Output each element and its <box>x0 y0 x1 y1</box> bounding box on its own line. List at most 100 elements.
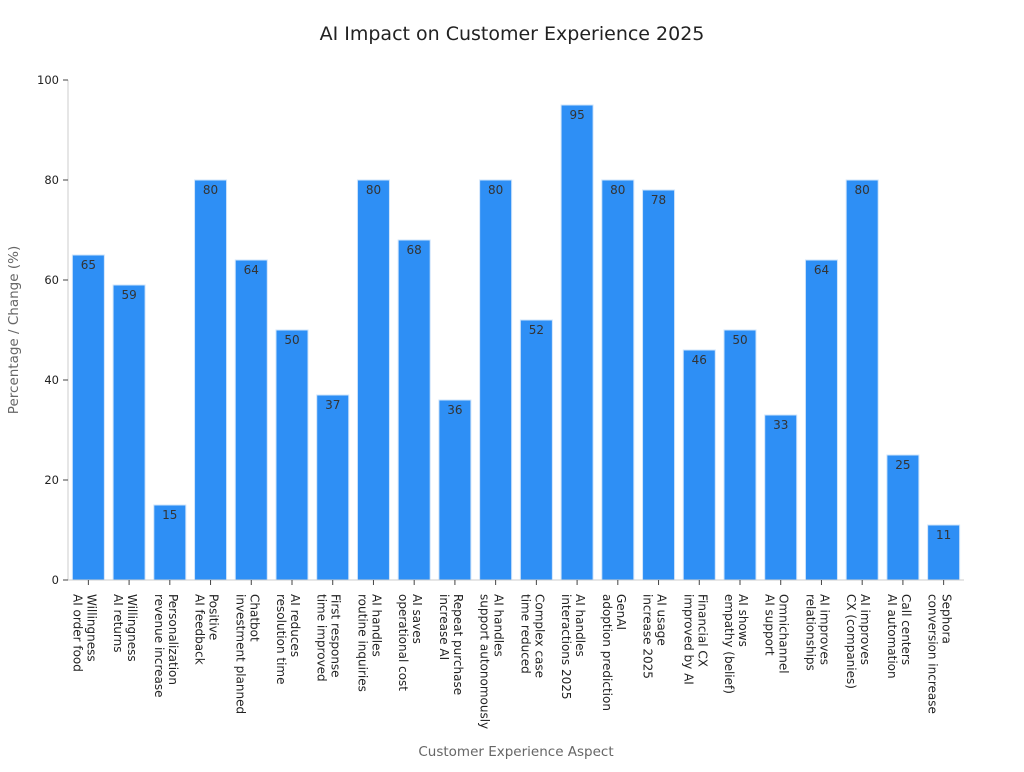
x-tick-label: AI handlessupport autonomously <box>478 594 506 729</box>
x-tick-label-line: interactions 2025 <box>559 594 573 700</box>
x-tick-label: PositiveAI feedback <box>193 594 221 665</box>
data-label: 68 <box>407 243 422 257</box>
bar <box>438 399 472 581</box>
y-tick-label: 60 <box>44 273 59 287</box>
x-tick-label-line: conversion increase <box>926 594 940 714</box>
x-tick-label-line: AI feedback <box>193 594 207 665</box>
bar <box>845 179 879 581</box>
x-tick-label: OmnichannelAI support <box>763 594 791 674</box>
x-tick-label: GenAIadoption prediction <box>600 594 628 711</box>
data-label: 50 <box>732 333 747 347</box>
x-tick-label-line: time reduced <box>518 594 532 674</box>
x-axis: WillingnessAI order food WillingnessAI re… <box>68 579 964 729</box>
data-label: 15 <box>162 508 177 522</box>
data-label: 25 <box>895 458 910 472</box>
x-tick-label-line: Willingness <box>125 594 139 662</box>
bar <box>397 239 431 581</box>
x-tick-label-line: Sephora <box>940 594 954 644</box>
x-tick-label-line: AI automation <box>885 594 899 679</box>
x-tick-label: AI improvesrelationships <box>803 594 831 671</box>
x-tick-label-line: AI handles <box>369 594 383 657</box>
x-tick-label-line: time improved <box>315 594 329 682</box>
x-tick-label: Chatbotinvestment planned <box>233 594 261 714</box>
x-tick-label-line: empathy (belief) <box>722 594 736 694</box>
data-label: 37 <box>325 398 340 412</box>
x-tick-label-line: Call centers <box>899 594 913 665</box>
bar <box>234 259 268 581</box>
chart-title: AI Impact on Customer Experience 2025 <box>320 23 705 45</box>
x-axis-label: Customer Experience Aspect <box>418 744 613 760</box>
bar <box>601 179 635 581</box>
data-label: 65 <box>81 258 96 272</box>
data-label: 80 <box>488 183 503 197</box>
x-tick-label: Financial CXimproved by AI <box>681 594 709 685</box>
x-tick-label-line: improved by AI <box>681 594 695 685</box>
bar <box>560 104 594 581</box>
x-tick-label-line: AI reduces <box>288 594 302 657</box>
data-label: 50 <box>284 333 299 347</box>
bar <box>479 179 513 581</box>
x-tick-label-line: increase 2025 <box>641 594 655 679</box>
x-tick-label-line: CX (companies) <box>844 594 858 689</box>
x-tick-label-line: routine inquiries <box>355 594 369 692</box>
x-tick-label: Sephoraconversion increase <box>926 594 954 714</box>
bar <box>764 414 798 581</box>
bar <box>682 349 716 581</box>
data-label: 46 <box>692 353 707 367</box>
x-tick-label-line: resolution time <box>274 594 288 685</box>
x-tick-label: AI improvesCX (companies) <box>844 594 872 689</box>
bar <box>112 284 146 581</box>
x-tick-label-line: Willingness <box>84 594 98 662</box>
data-label: 33 <box>773 418 788 432</box>
x-tick-label: AI usageincrease 2025 <box>641 594 669 679</box>
x-tick-label-line: Positive <box>207 594 221 640</box>
bar <box>886 454 920 581</box>
x-tick-label-line: AI handles <box>492 594 506 657</box>
data-label: 78 <box>651 193 666 207</box>
data-label: 80 <box>610 183 625 197</box>
x-tick-label: Call centersAI automation <box>885 594 913 679</box>
x-tick-label-line: support autonomously <box>478 594 492 729</box>
x-tick-label-line: First response <box>329 594 343 678</box>
x-tick-label-line: AI returns <box>111 594 125 653</box>
x-tick-label-line: operational cost <box>396 594 410 691</box>
x-tick-label-line: relationships <box>803 594 817 671</box>
data-label: 95 <box>569 108 584 122</box>
y-tick-label: 100 <box>37 73 59 87</box>
y-axis: 0 20 40 60 80 100 <box>37 73 69 587</box>
x-tick-label-line: Chatbot <box>247 594 261 642</box>
bar <box>723 329 757 581</box>
x-tick-label-line: Repeat purchase <box>451 594 465 695</box>
data-label: 80 <box>855 183 870 197</box>
x-tick-label-line: adoption prediction <box>600 594 614 711</box>
x-tick-label-line: Complex case <box>532 594 546 678</box>
data-label: 80 <box>203 183 218 197</box>
x-tick-label-line: AI improves <box>858 594 872 665</box>
x-tick-label-line: Omnichannel <box>777 594 791 674</box>
x-tick-label-line: AI saves <box>410 594 424 644</box>
data-label: 52 <box>529 323 544 337</box>
x-tick-label-line: AI shows <box>736 594 750 647</box>
x-tick-label: AI handlesroutine inquiries <box>355 594 383 692</box>
bar <box>194 179 228 581</box>
bars: 65 59 15 80 64 50 37 80 68 36 80 52 95 80 78 46 50 33 64 80… <box>71 104 961 581</box>
bar <box>316 394 350 581</box>
y-axis-label: Percentage / Change (%) <box>6 246 22 414</box>
x-tick-label-line: Financial CX <box>695 594 709 667</box>
data-label: 59 <box>121 288 136 302</box>
data-label: 36 <box>447 403 462 417</box>
x-tick-label: AI showsempathy (belief) <box>722 594 750 694</box>
x-tick-label-line: revenue increase <box>152 594 166 698</box>
y-tick-label: 0 <box>52 573 59 587</box>
data-label: 64 <box>244 263 259 277</box>
x-tick-label: AI handlesinteractions 2025 <box>559 594 587 700</box>
x-tick-label: AI reducesresolution time <box>274 594 302 685</box>
bar <box>71 254 105 581</box>
x-tick-label-line: AI usage <box>655 594 669 646</box>
data-label: 64 <box>814 263 829 277</box>
x-tick-label: WillingnessAI order food <box>70 594 98 672</box>
y-tick-label: 40 <box>44 373 59 387</box>
x-tick-label-line: increase AI <box>437 594 451 660</box>
x-tick-label-line: investment planned <box>233 594 247 714</box>
